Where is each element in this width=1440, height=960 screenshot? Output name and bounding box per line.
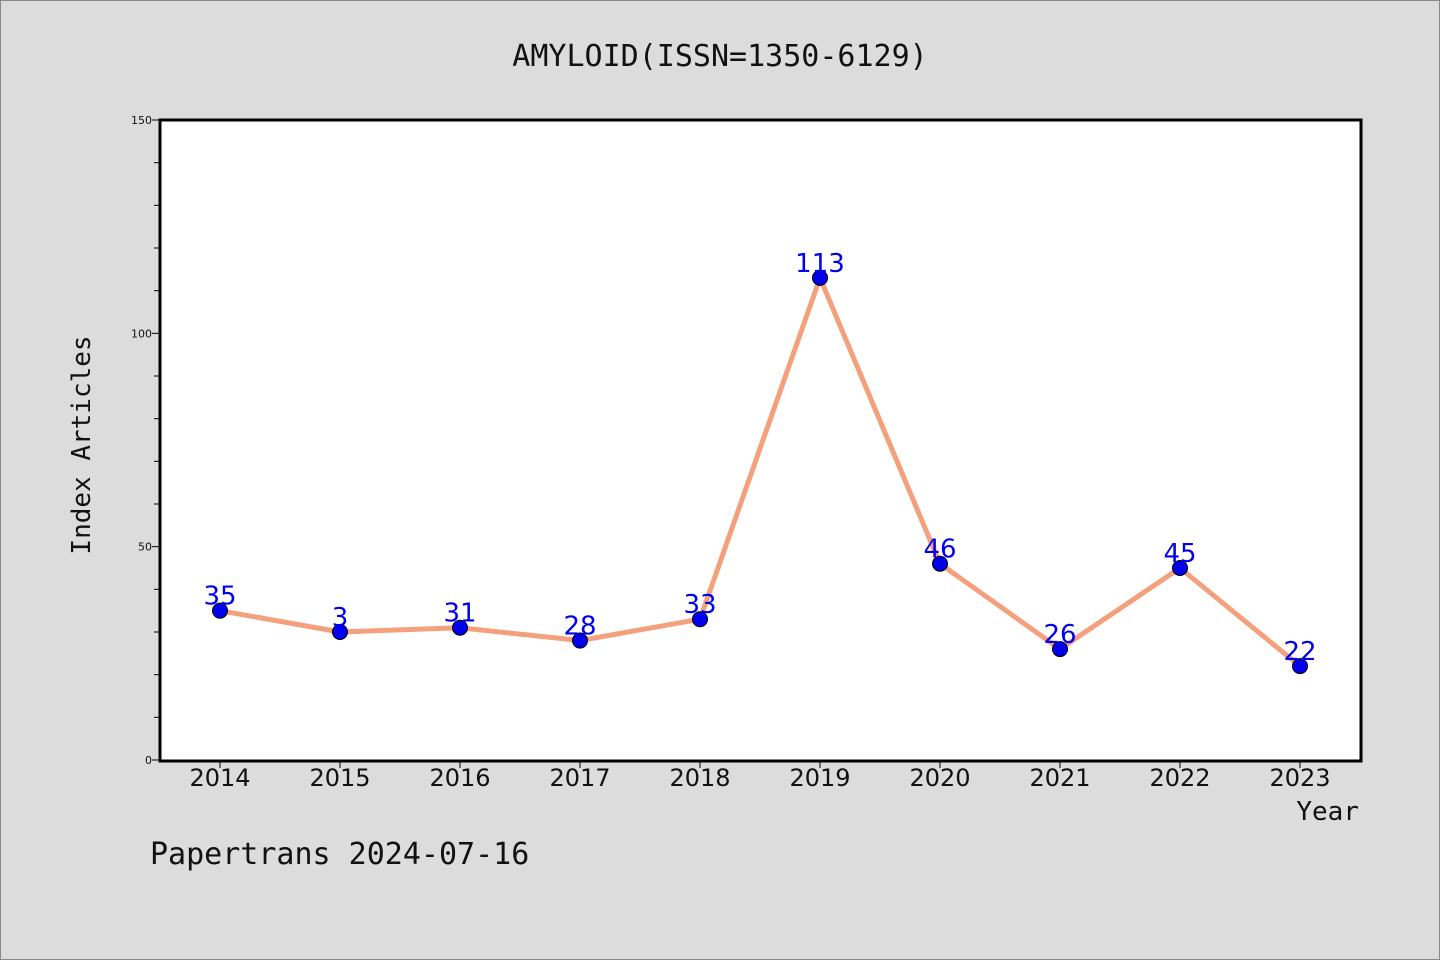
data-point xyxy=(932,555,948,572)
data-point xyxy=(1172,560,1188,576)
data-labels: 35 3 31 28 33 113 46 26 45 22 xyxy=(203,249,1316,667)
data-points xyxy=(212,269,1308,675)
x-tick-label: 2015 xyxy=(309,764,370,792)
y-tick-label: 150 xyxy=(131,114,152,127)
x-tick-label: 2020 xyxy=(909,764,970,792)
y-axis: 0 50 100 150 xyxy=(131,114,160,767)
y-tick-label: 100 xyxy=(131,327,152,340)
data-label: 46 xyxy=(923,535,956,565)
x-tick-label: 2016 xyxy=(429,764,490,792)
data-point xyxy=(1292,658,1308,675)
data-point xyxy=(1052,641,1068,658)
x-tick-label: 2019 xyxy=(789,764,850,792)
x-tick-label: 2022 xyxy=(1149,764,1210,792)
data-label: 33 xyxy=(683,590,716,620)
data-point xyxy=(812,269,828,286)
x-tick-label: 2023 xyxy=(1269,764,1330,792)
data-label: 35 xyxy=(203,582,236,612)
data-point xyxy=(332,624,348,640)
series-line xyxy=(217,275,1303,669)
data-label: 3 xyxy=(332,603,349,633)
y-tick-label: 50 xyxy=(138,541,152,554)
data-label: 28 xyxy=(563,612,596,642)
chart-title: AMYLOID(ISSN=1350-6129) xyxy=(512,39,927,74)
data-label: 26 xyxy=(1043,620,1076,650)
data-label: 45 xyxy=(1163,539,1196,569)
data-label: 31 xyxy=(443,599,476,629)
y-tick-label: 0 xyxy=(145,754,152,767)
data-label: 113 xyxy=(795,249,845,279)
x-axis: 2014 2015 2016 2017 2018 2019 2020 2021 2022 2023 xyxy=(189,760,1331,792)
x-axis-label: Year xyxy=(1296,797,1359,827)
plot-area xyxy=(158,118,1363,763)
x-tick-label: 2014 xyxy=(189,764,250,792)
data-point xyxy=(692,611,708,628)
y-axis-label: Index Articles xyxy=(67,335,97,554)
data-point xyxy=(572,632,588,649)
footer-credit: Papertrans 2024-07-16 xyxy=(150,837,529,872)
x-tick-label: 2021 xyxy=(1029,764,1090,792)
x-tick-label: 2018 xyxy=(669,764,730,792)
data-label: 22 xyxy=(1283,637,1316,667)
x-tick-label: 2017 xyxy=(549,764,610,792)
data-point xyxy=(212,602,228,619)
data-point xyxy=(452,619,468,636)
